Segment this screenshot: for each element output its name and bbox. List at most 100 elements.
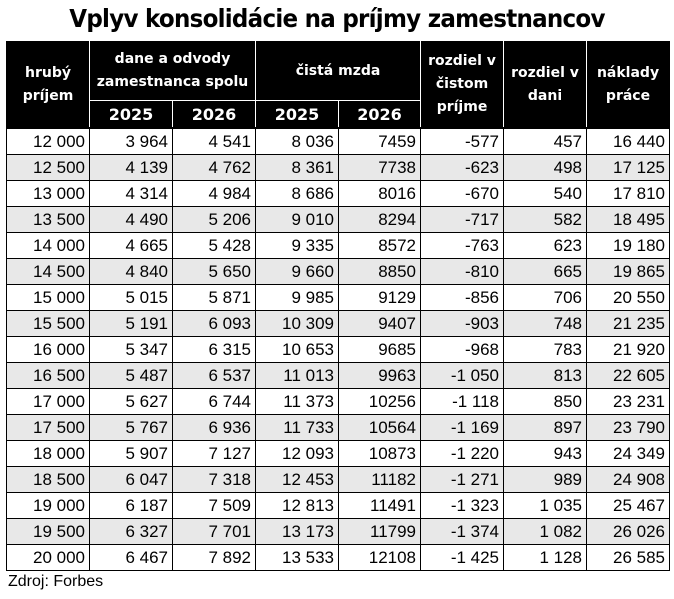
header-tax-2026: 2026 (171, 100, 257, 129)
cell-labor-cost: 17 810 (586, 180, 671, 207)
source-note: Zdroj: Forbes (8, 573, 104, 590)
cell-diff-net: -903 (420, 310, 505, 337)
table-row: 12 500 4 139 4 762 8 361 7738 -623 498 17 125 (6, 154, 671, 181)
cell-net-2026: 8016 (338, 180, 422, 207)
table-row: 15 000 5 015 5 871 9 985 9129 -856 706 20 550 (6, 284, 671, 311)
cell-diff-tax: 706 (503, 284, 588, 311)
cell-net-2026: 10873 (338, 440, 422, 467)
cell-gross-income: 15 000 (6, 284, 90, 311)
cell-tax-2025: 3 964 (89, 127, 173, 155)
cell-diff-net: -670 (420, 180, 505, 207)
header-taxes-group: dane a odvody zamestnanca spolu (88, 41, 257, 101)
cell-net-2026: 8572 (338, 232, 422, 259)
header-net-2025: 2025 (255, 100, 340, 129)
cell-diff-net: -1 425 (420, 544, 505, 571)
cell-gross-income: 13 500 (6, 206, 90, 233)
cell-net-2026: 7459 (338, 127, 422, 155)
cell-labor-cost: 23 231 (586, 388, 671, 415)
table-row: 17 500 5 767 6 936 11 733 10564 -1 169 897 23 7… (6, 414, 671, 441)
cell-tax-2026: 5 206 (171, 206, 257, 233)
cell-tax-2025: 6 327 (89, 518, 173, 545)
cell-labor-cost: 23 790 (586, 414, 671, 441)
cell-diff-tax: 943 (503, 440, 588, 467)
cell-net-2026: 10564 (338, 414, 422, 441)
table-row: 13 000 4 314 4 984 8 686 8016 -670 540 17 810 (6, 180, 671, 207)
cell-gross-income: 18 500 (6, 466, 90, 493)
cell-labor-cost: 21 920 (586, 336, 671, 363)
cell-diff-tax: 1 128 (503, 544, 588, 571)
cell-diff-tax: 498 (503, 154, 588, 181)
cell-tax-2026: 5 871 (171, 284, 257, 311)
cell-tax-2025: 5 015 (89, 284, 173, 311)
cell-labor-cost: 26 585 (586, 544, 671, 571)
cell-labor-cost: 24 349 (586, 440, 671, 467)
cell-diff-net: -1 271 (420, 466, 505, 493)
cell-net-2026: 8850 (338, 258, 422, 285)
cell-labor-cost: 19 180 (586, 232, 671, 259)
cell-net-2026: 9129 (338, 284, 422, 311)
cell-diff-tax: 850 (503, 388, 588, 415)
cell-labor-cost: 20 550 (586, 284, 671, 311)
cell-diff-tax: 813 (503, 362, 588, 389)
cell-diff-tax: 540 (503, 180, 588, 207)
cell-tax-2025: 6 047 (89, 466, 173, 493)
cell-tax-2026: 6 093 (171, 310, 257, 337)
header-net-wage-group: čistá mzda (255, 41, 422, 101)
cell-diff-net: -1 374 (420, 518, 505, 545)
cell-gross-income: 17 000 (6, 388, 90, 415)
cell-net-2025: 13 173 (255, 518, 340, 545)
cell-net-2025: 11 733 (255, 414, 340, 441)
cell-tax-2026: 7 701 (171, 518, 257, 545)
cell-labor-cost: 16 440 (586, 127, 671, 155)
cell-gross-income: 16 000 (6, 336, 90, 363)
header-diff-net: rozdiel v čistom príjme (420, 41, 505, 129)
cell-tax-2026: 7 127 (171, 440, 257, 467)
cell-gross-income: 20 000 (6, 544, 90, 571)
cell-gross-income: 12 000 (6, 127, 90, 155)
cell-tax-2025: 4 490 (89, 206, 173, 233)
cell-tax-2026: 6 315 (171, 336, 257, 363)
cell-net-2025: 11 373 (255, 388, 340, 415)
cell-diff-net: -856 (420, 284, 505, 311)
cell-tax-2026: 7 892 (171, 544, 257, 571)
cell-gross-income: 13 000 (6, 180, 90, 207)
cell-tax-2026: 4 984 (171, 180, 257, 207)
cell-gross-income: 18 000 (6, 440, 90, 467)
cell-net-2025: 9 335 (255, 232, 340, 259)
cell-diff-tax: 623 (503, 232, 588, 259)
cell-net-2026: 9685 (338, 336, 422, 363)
cell-net-2026: 11182 (338, 466, 422, 493)
cell-tax-2026: 6 744 (171, 388, 257, 415)
cell-net-2025: 9 010 (255, 206, 340, 233)
cell-labor-cost: 26 026 (586, 518, 671, 545)
cell-labor-cost: 25 467 (586, 492, 671, 519)
cell-tax-2026: 6 936 (171, 414, 257, 441)
cell-net-2026: 10256 (338, 388, 422, 415)
cell-diff-net: -810 (420, 258, 505, 285)
header-tax-2025: 2025 (89, 100, 173, 129)
cell-net-2026: 11491 (338, 492, 422, 519)
cell-tax-2025: 5 487 (89, 362, 173, 389)
cell-gross-income: 19 000 (6, 492, 90, 519)
cell-diff-net: -717 (420, 206, 505, 233)
cell-labor-cost: 17 125 (586, 154, 671, 181)
cell-tax-2025: 5 907 (89, 440, 173, 467)
cell-net-2025: 10 653 (255, 336, 340, 363)
cell-labor-cost: 19 865 (586, 258, 671, 285)
consolidation-table: hrubý príjem dane a odvody zamestnanca s… (6, 41, 671, 571)
cell-gross-income: 14 000 (6, 232, 90, 259)
cell-net-2026: 12108 (338, 544, 422, 571)
cell-diff-tax: 897 (503, 414, 588, 441)
header-labor-cost: náklady práce (586, 41, 671, 129)
cell-tax-2026: 7 318 (171, 466, 257, 493)
cell-gross-income: 19 500 (6, 518, 90, 545)
cell-diff-tax: 582 (503, 206, 588, 233)
table-row: 13 500 4 490 5 206 9 010 8294 -717 582 18 495 (6, 206, 671, 233)
table-row: 16 000 5 347 6 315 10 653 9685 -968 783 21 920 (6, 336, 671, 363)
table-title: Vplyv konsolidácie na príjmy zamestnanco… (69, 4, 605, 33)
cell-net-2025: 12 093 (255, 440, 340, 467)
cell-diff-net: -1 323 (420, 492, 505, 519)
cell-net-2026: 7738 (338, 154, 422, 181)
cell-diff-tax: 1 082 (503, 518, 588, 545)
cell-tax-2026: 5 650 (171, 258, 257, 285)
